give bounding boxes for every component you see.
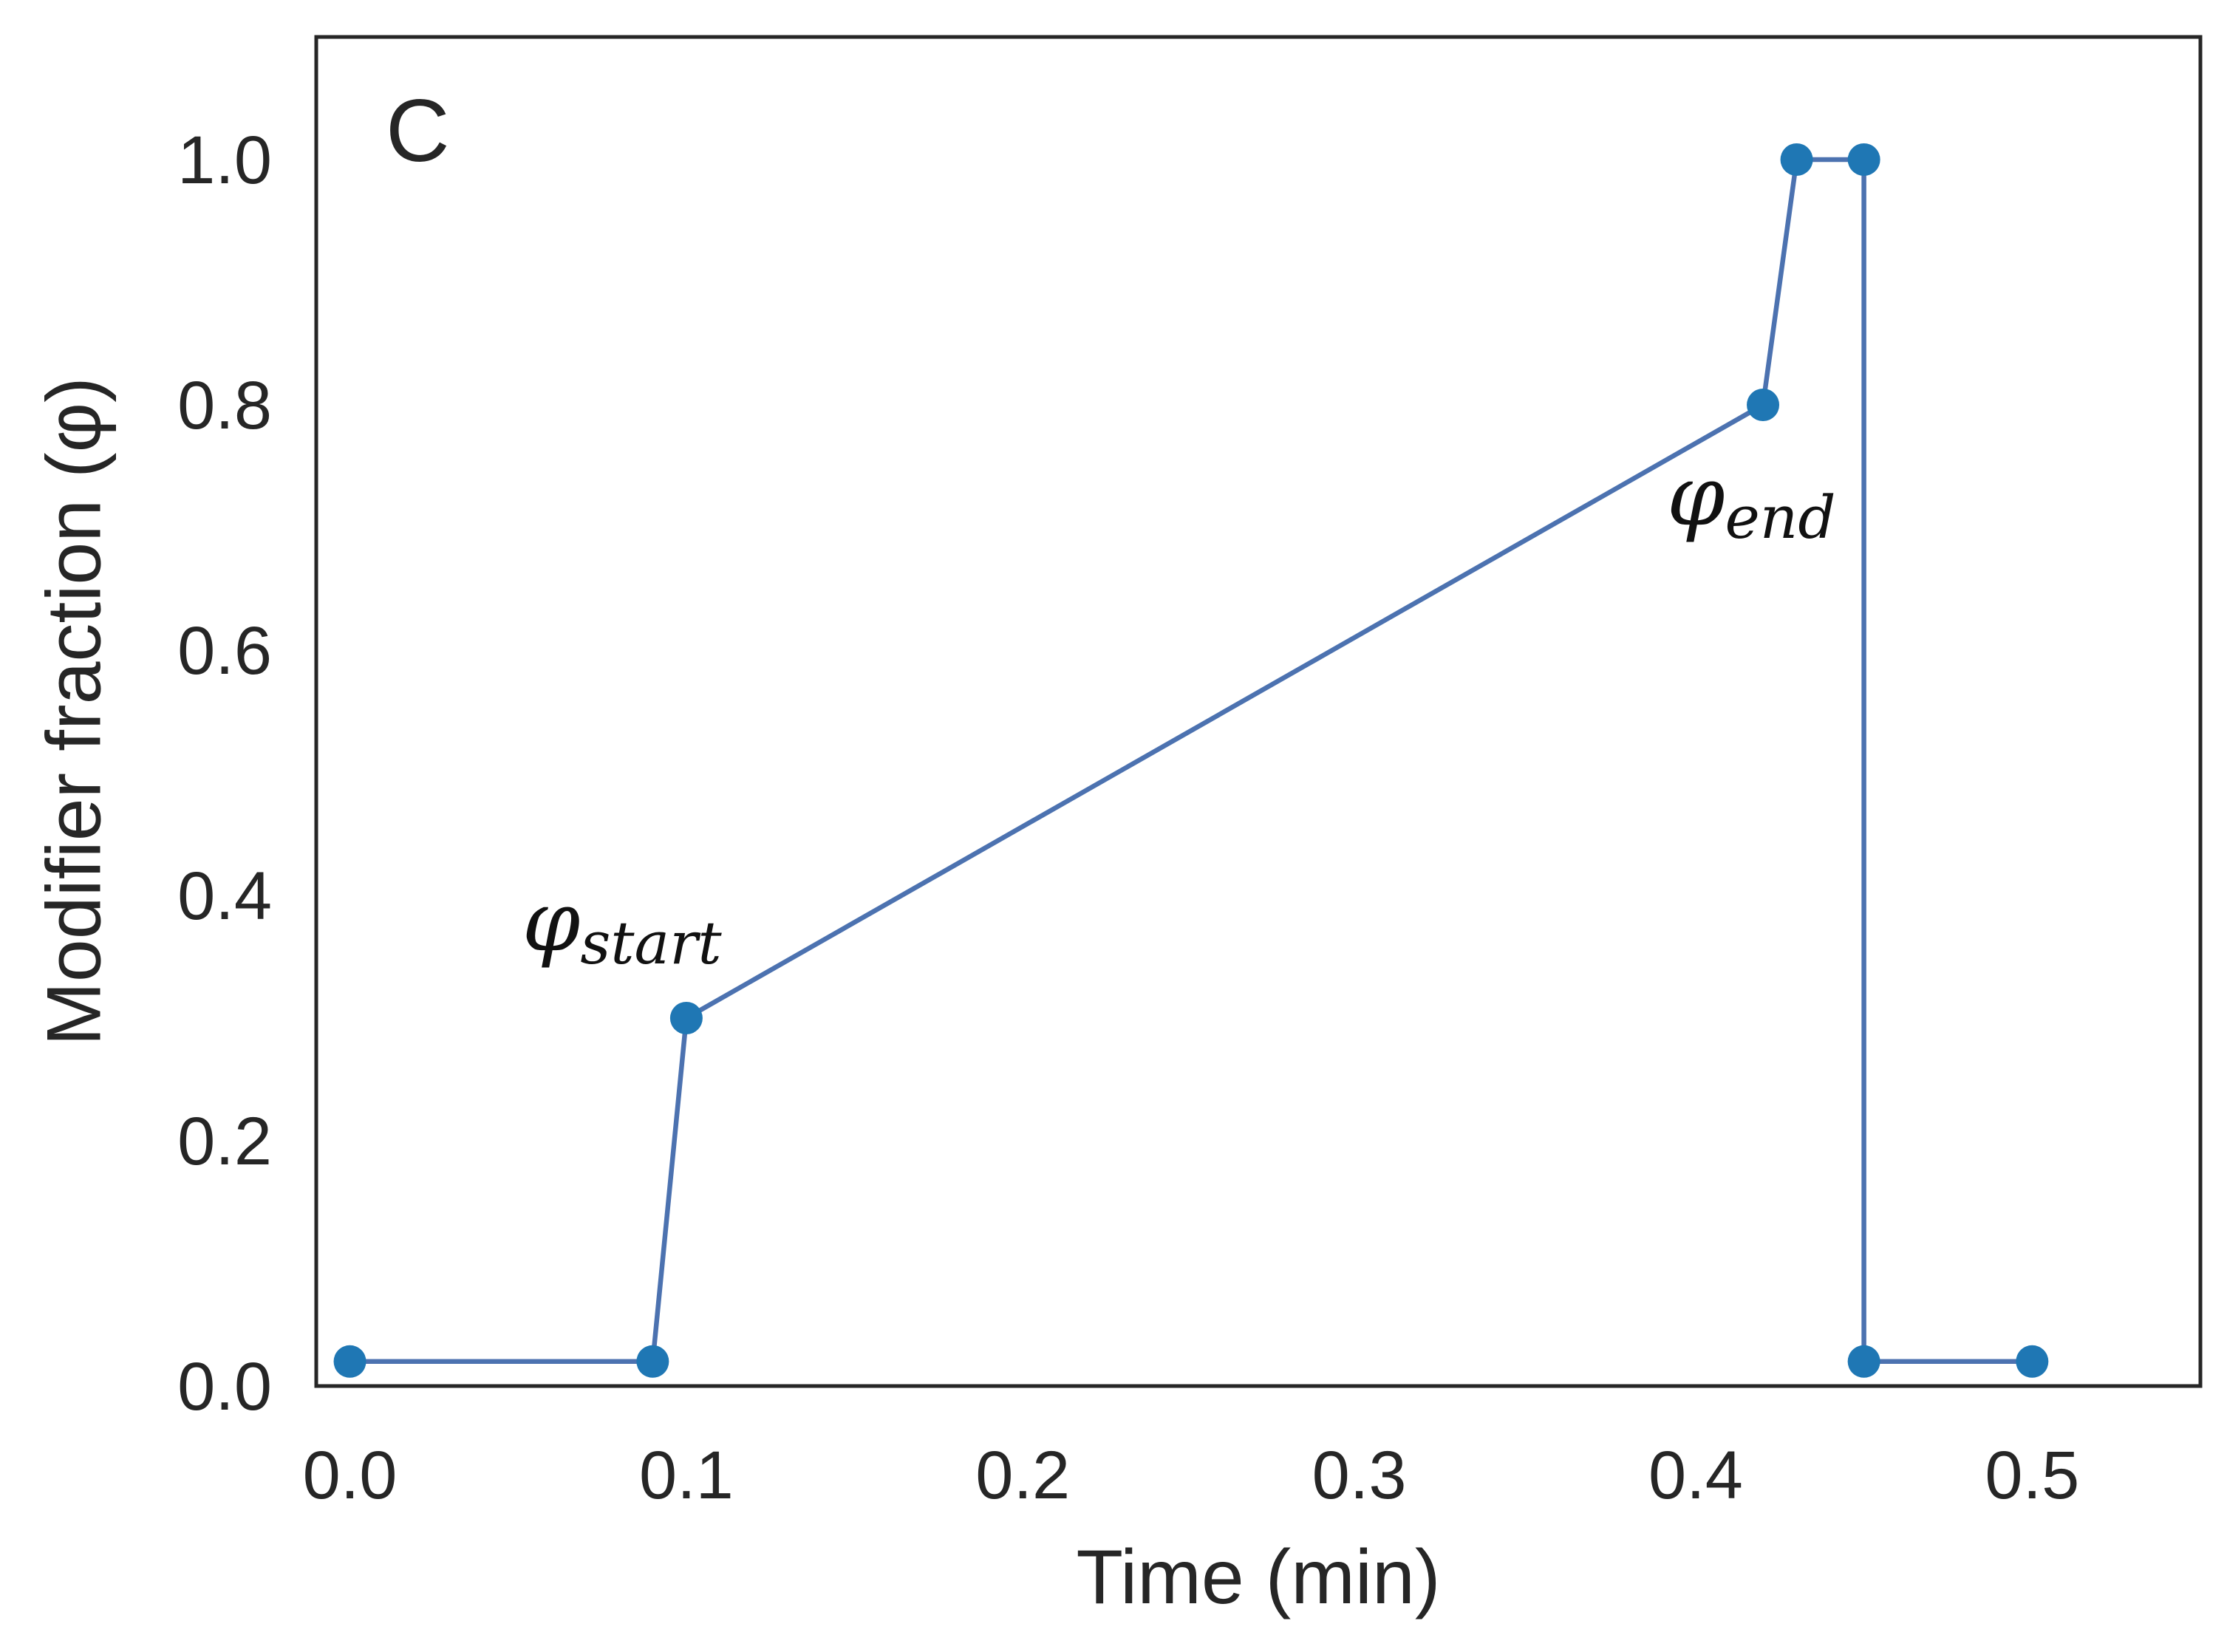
x-tick-label: 0.3 xyxy=(1312,1438,1407,1513)
data-point xyxy=(636,1345,669,1378)
plot-lines xyxy=(349,157,2033,1365)
y-tick-label: 0.4 xyxy=(177,859,272,934)
y-tick-labels: 0.0 0.2 0.4 0.6 0.8 1.0 xyxy=(177,123,272,1424)
data-point xyxy=(1747,389,1780,421)
y-tick-label: 1.0 xyxy=(177,123,272,198)
plot-frame xyxy=(314,35,2203,1388)
data-point xyxy=(333,1345,366,1378)
y-tick-label: 0.2 xyxy=(177,1104,272,1179)
plot-markers xyxy=(333,143,2049,1378)
x-axis-label: Time (min) xyxy=(1077,1535,1441,1620)
y-tick-label: 0.0 xyxy=(177,1349,272,1424)
annotation-phi-start: φstart xyxy=(522,874,723,977)
series-line xyxy=(349,157,2033,1365)
data-point xyxy=(2016,1345,2049,1378)
y-axis-label: Modifier fraction (φ) xyxy=(31,377,117,1045)
data-point xyxy=(1847,1345,1880,1378)
data-point xyxy=(1780,143,1813,176)
x-tick-label: 0.2 xyxy=(975,1438,1070,1513)
y-tick-label: 0.6 xyxy=(177,613,272,689)
x-tick-labels: 0.0 0.1 0.2 0.3 0.4 0.5 xyxy=(303,1438,2080,1513)
data-point xyxy=(669,1002,703,1034)
panel-label: C xyxy=(386,81,450,180)
x-tick-label: 0.0 xyxy=(303,1438,398,1513)
x-tick-label: 0.1 xyxy=(639,1438,734,1513)
y-axis-label-group: Modifier fraction (φ) xyxy=(31,377,117,1045)
x-tick-label: 0.4 xyxy=(1648,1438,1743,1513)
x-tick-label: 0.5 xyxy=(1985,1438,2079,1513)
y-tick-label: 0.8 xyxy=(177,368,272,443)
annotation-symbol: φ xyxy=(1667,448,1725,545)
annotation-phi-end: φend xyxy=(1667,448,1836,552)
annotation-subscript: start xyxy=(580,909,722,977)
annotation-subscript: end xyxy=(1725,483,1835,552)
annotation-symbol: φ xyxy=(522,874,580,970)
data-point xyxy=(1847,143,1880,176)
